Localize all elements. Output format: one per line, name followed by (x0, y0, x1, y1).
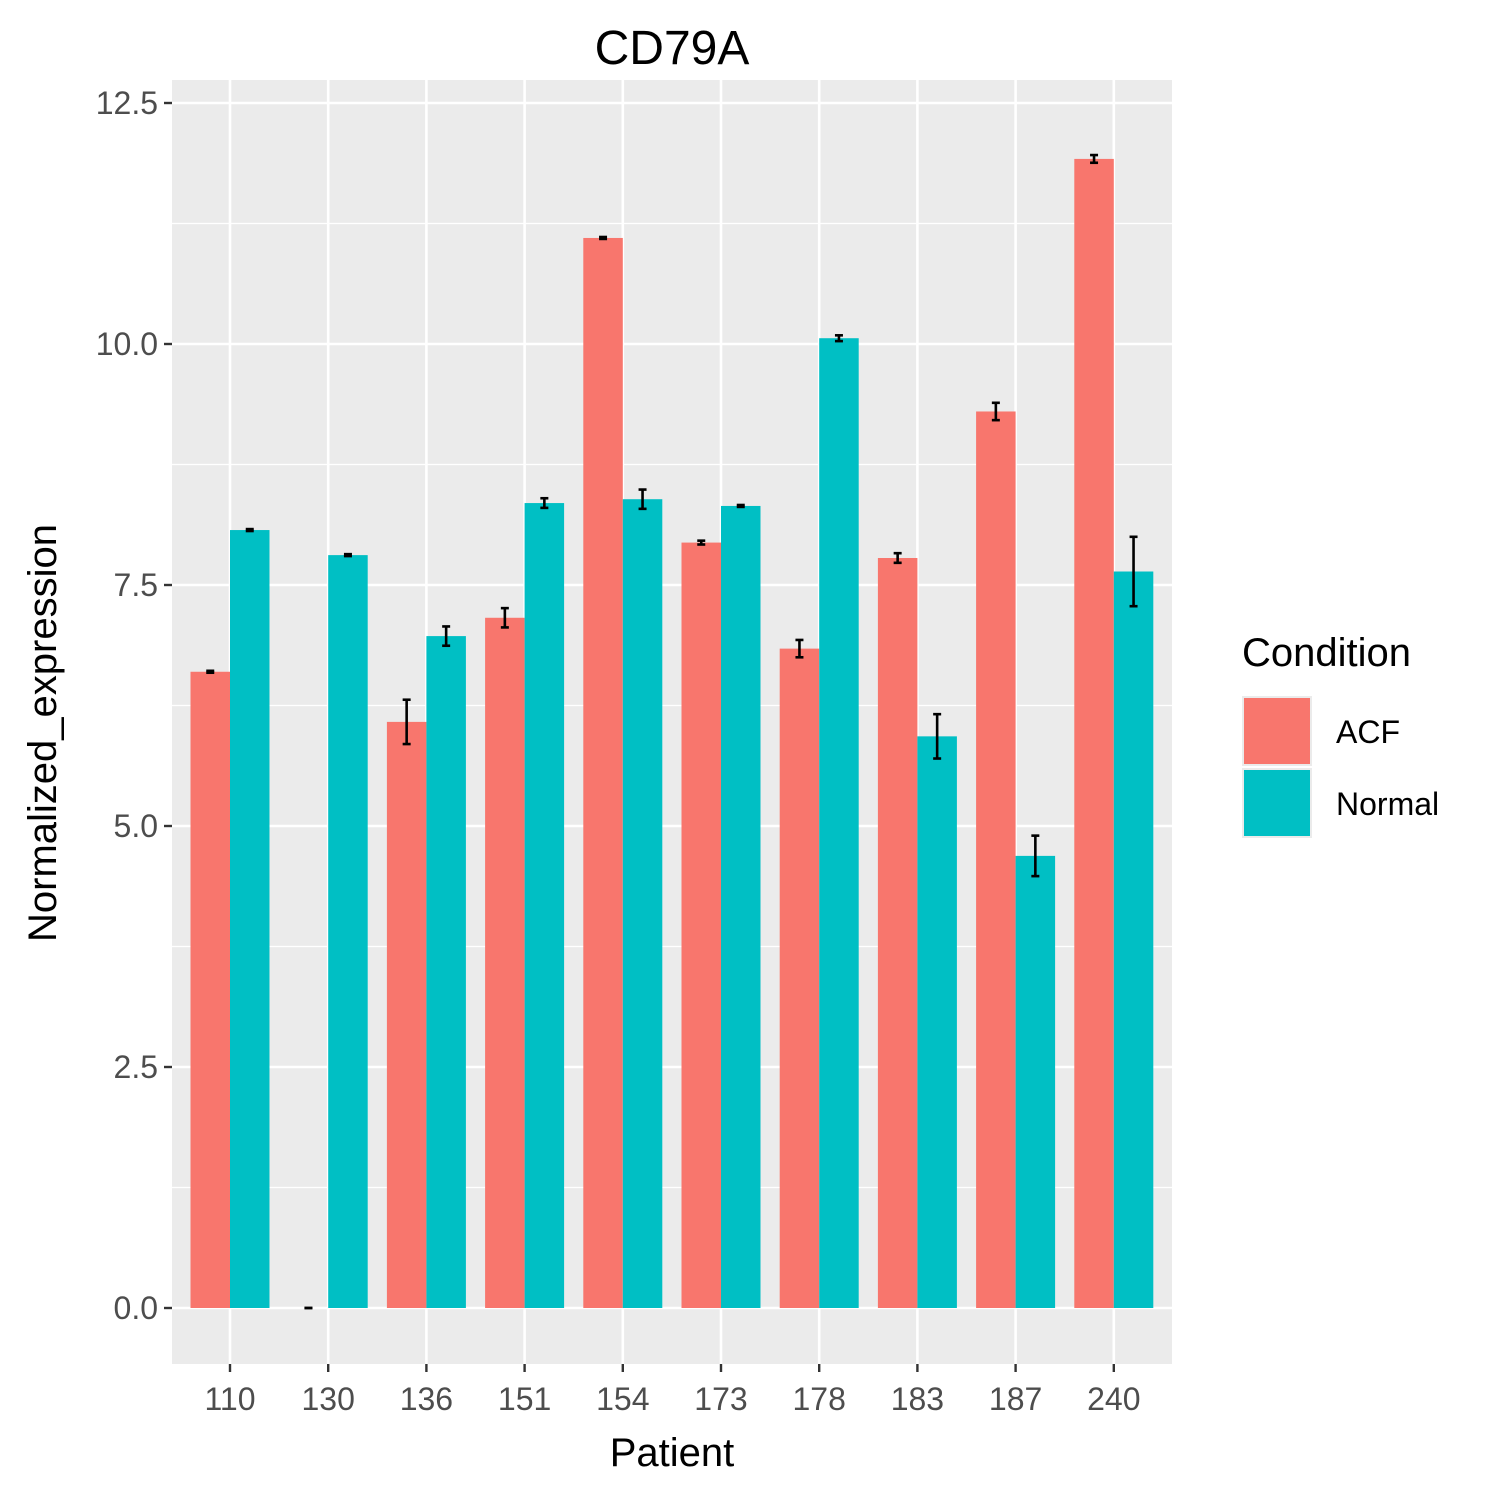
x-tick-label: 136 (400, 1381, 453, 1417)
x-tick-label: 178 (793, 1381, 846, 1417)
y-tick-label: 10.0 (96, 326, 158, 362)
bar-acf-136 (386, 721, 427, 1308)
y-tick-label: 5.0 (114, 808, 158, 844)
error-bar-acf-136 (402, 698, 411, 746)
bar-acf-178 (779, 648, 820, 1308)
bar-acf-173 (681, 542, 721, 1308)
error-bar-normal-173 (736, 503, 745, 509)
error-bar-normal-130 (343, 552, 352, 558)
x-tick-label: 130 (302, 1381, 355, 1417)
error-bar-acf-178 (795, 638, 804, 659)
error-bar-normal-154 (638, 488, 647, 511)
x-tick-label: 154 (596, 1381, 649, 1417)
error-bar-normal-136 (442, 625, 451, 648)
chart-title: CD79A (595, 22, 750, 75)
legend-items: ACF Normal (1242, 696, 1439, 838)
error-bar-normal-183 (933, 712, 942, 760)
error-bar-acf-183 (893, 551, 902, 565)
bar-acf-110 (190, 671, 230, 1308)
x-tick-label: 151 (498, 1381, 551, 1417)
error-bar-acf-151 (500, 606, 509, 629)
legend-item-acf: ACF (1242, 696, 1400, 766)
bar-normal-183 (917, 736, 957, 1308)
y-axis-title: Normalized_expression (21, 524, 65, 942)
bar-acf-183 (877, 558, 918, 1308)
bar-normal-173 (721, 505, 761, 1308)
error-bar-normal-110 (245, 527, 254, 533)
error-bar-normal-178 (834, 334, 843, 343)
y-tick-label: 7.5 (114, 567, 158, 603)
y-axis: 0.0 2.5 5.0 7.5 10.0 12.5 (96, 85, 172, 1326)
bars (190, 158, 1154, 1309)
bar-normal-130 (328, 555, 368, 1308)
error-bar-acf-187 (991, 401, 1000, 422)
bar-normal-110 (230, 530, 270, 1308)
error-bar-normal-151 (540, 496, 549, 510)
legend: Condition ACF Normal (1242, 631, 1439, 838)
y-tick-label: 0.0 (114, 1290, 158, 1326)
error-bar-acf-173 (697, 539, 706, 546)
x-tick-label: 173 (694, 1381, 747, 1417)
x-tick-label: 240 (1087, 1381, 1140, 1417)
y-tick-label: 2.5 (114, 1049, 158, 1085)
bar-normal-136 (426, 636, 466, 1308)
bar-normal-154 (622, 499, 663, 1309)
legend-key-swatch (1244, 770, 1310, 836)
legend-label: Normal (1336, 786, 1439, 822)
legend-label: ACF (1336, 714, 1400, 750)
x-tick-label: 187 (989, 1381, 1042, 1417)
x-axis-title: Patient (610, 1431, 735, 1475)
error-bar-acf-154 (599, 235, 608, 241)
legend-item-normal: Normal (1242, 768, 1439, 838)
bar-normal-151 (524, 503, 565, 1308)
bar-normal-240 (1113, 571, 1154, 1308)
legend-title: Condition (1242, 631, 1411, 675)
x-axis: 110 130 136 151 154 173 178 183 187 240 (204, 1364, 1140, 1417)
bar-normal-187 (1015, 855, 1056, 1308)
x-tick-label: 183 (891, 1381, 944, 1417)
error-bar-normal-240 (1129, 535, 1138, 608)
bar-acf-154 (583, 237, 623, 1309)
bar-acf-187 (976, 411, 1016, 1309)
bar-acf-151 (485, 617, 525, 1308)
error-bar-acf-110 (206, 669, 215, 675)
legend-key-swatch (1244, 698, 1310, 764)
error-bars (206, 153, 1138, 1310)
x-tick-label: 110 (204, 1381, 255, 1417)
bar-acf-240 (1074, 158, 1114, 1309)
error-bar-normal-187 (1031, 834, 1040, 878)
y-tick-label: 12.5 (96, 85, 158, 121)
bar-normal-178 (819, 338, 859, 1308)
error-bar-acf-240 (1090, 153, 1099, 165)
